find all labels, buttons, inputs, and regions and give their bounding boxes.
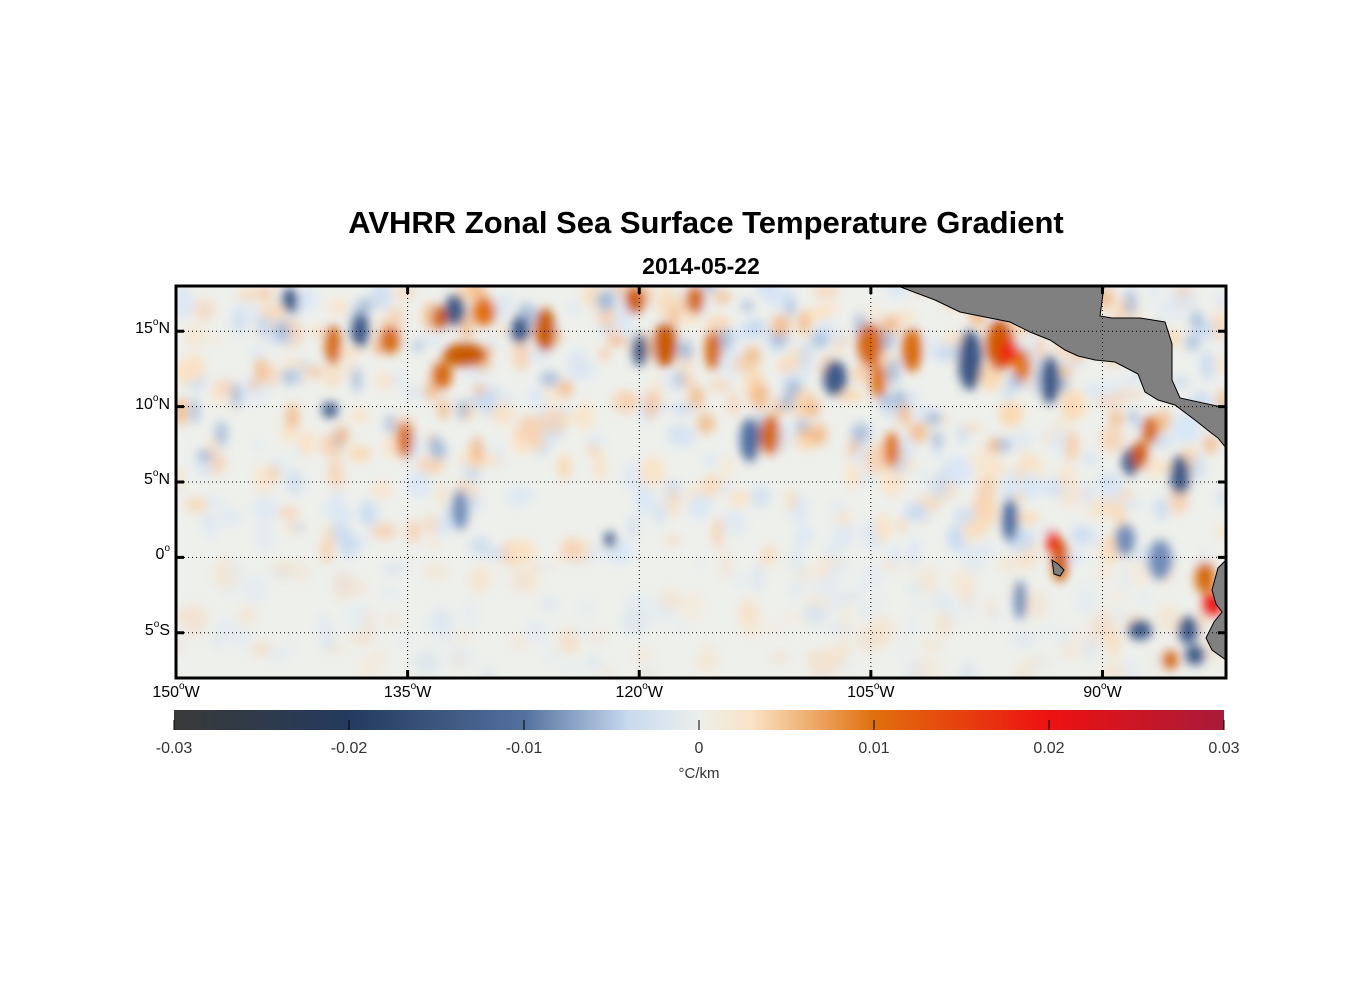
lat-tick-label-hemisphere: N	[158, 471, 170, 488]
lon-tick-label-degrees: 120	[615, 684, 643, 701]
graticule	[176, 286, 1226, 678]
lon-tick-label-hemisphere: W	[1106, 684, 1122, 701]
lat-tick-label: 5oS	[144, 618, 170, 640]
lat-tick-label-degrees: 5	[144, 621, 154, 639]
degree-symbol: o	[152, 468, 159, 479]
colorbar-tick-label: 0.03	[1208, 740, 1240, 757]
lon-tick-label: 120oW	[615, 681, 663, 702]
degree-symbol: o	[153, 618, 160, 630]
axis-ticks	[174, 286, 1226, 678]
degree-symbol: o	[873, 681, 880, 692]
colorbar-ticks	[173, 720, 1225, 730]
lat-tick-label: 0o	[155, 543, 170, 564]
land-mask	[897, 286, 1226, 661]
south-america-landmass	[1205, 559, 1226, 661]
lon-tick-label-hemisphere: W	[416, 684, 432, 701]
degree-symbol: o	[179, 681, 185, 692]
colorbar-tick-label: 0.01	[858, 740, 890, 757]
degree-symbol: o	[152, 392, 159, 404]
degree-symbol: o	[642, 681, 648, 692]
galapagos-islands	[1051, 558, 1065, 577]
sst-gradient-field	[176, 286, 1226, 678]
colorbar-tick-label: 0.02	[1033, 740, 1065, 757]
lat-tick-label-degrees: 0	[155, 546, 165, 564]
lat-tick-label-degrees: 10	[135, 395, 153, 413]
degree-symbol: o	[152, 317, 159, 329]
lon-tick-label-degrees: 150	[152, 684, 180, 701]
lat-tick-label: 15oN	[135, 317, 170, 338]
lat-tick-label: 5oN	[143, 468, 170, 489]
degree-symbol: o	[410, 681, 417, 692]
colorbar-tick-label: 0	[694, 740, 704, 757]
degree-symbol: o	[164, 543, 170, 555]
lon-tick-label-hemisphere: W	[879, 684, 895, 701]
chart-subtitle: 2014-05-22	[642, 253, 760, 279]
lon-tick-label-degrees: 105	[847, 684, 874, 701]
lon-tick-label-degrees: 135	[383, 684, 411, 701]
lat-tick-label-hemisphere: N	[158, 395, 170, 413]
lat-tick-label-degrees: 15	[135, 320, 153, 338]
lat-tick-label-hemisphere: S	[159, 621, 170, 639]
lon-tick-label-degrees: 90	[1083, 684, 1102, 701]
chart-title: AVHRR Zonal Sea Surface Temperature Grad…	[348, 205, 1064, 240]
colorbar-tick-label: -0.01	[505, 740, 543, 757]
lon-tick-label: 90oW	[1083, 681, 1122, 702]
lat-tick-label-hemisphere: N	[158, 320, 170, 338]
lon-tick-label: 105oW	[847, 681, 895, 702]
colorbar-tick-label: -0.03	[155, 740, 193, 757]
lat-tick-label-degrees: 5	[143, 471, 153, 488]
colorbar-units: °C/km	[678, 765, 720, 782]
lon-tick-label: 150oW	[152, 681, 200, 702]
central-america-landmass	[897, 286, 1226, 449]
lon-tick-label-hemisphere: W	[184, 684, 200, 701]
lat-tick-label: 10oN	[135, 392, 170, 414]
colorbar-tick-label: -0.02	[330, 740, 368, 757]
lon-tick-label: 135oW	[383, 681, 432, 702]
degree-symbol: o	[1101, 681, 1107, 692]
lon-tick-label-hemisphere: W	[647, 684, 663, 701]
